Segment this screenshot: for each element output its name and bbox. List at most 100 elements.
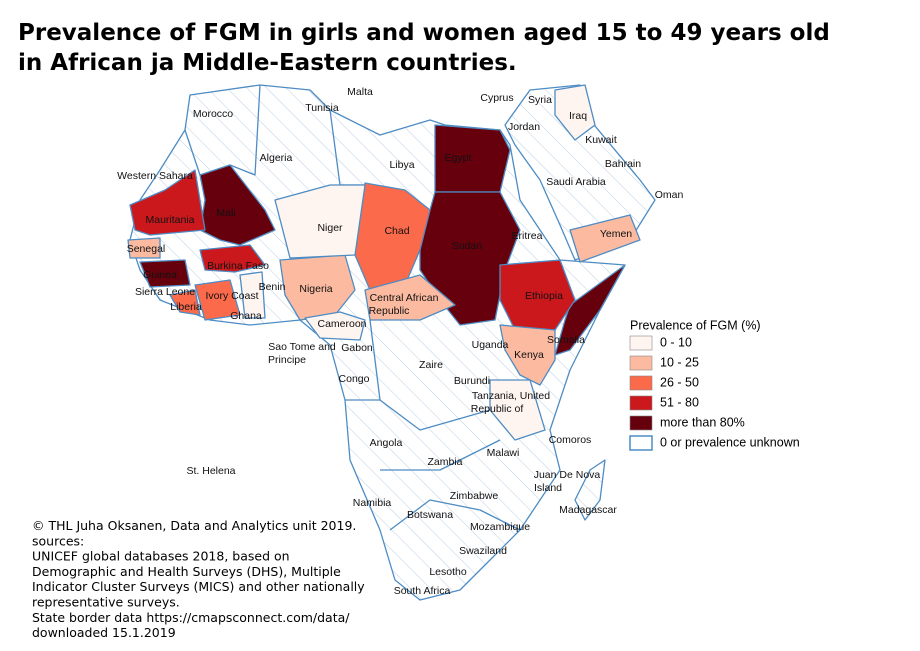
- country-label: Eritrea: [512, 230, 543, 242]
- country-label: Jordan: [508, 121, 540, 133]
- country-label: Mozambique: [470, 521, 530, 533]
- country-label: Sudan: [452, 240, 483, 252]
- legend-label: 51 - 80: [660, 395, 699, 409]
- credit-line: Indicator Cluster Surveys (MICS) and oth…: [32, 579, 365, 594]
- country-label: Namibia: [353, 497, 392, 509]
- country-label: Ghana: [230, 310, 262, 322]
- credit-line: State border data https://cmapsconnect.c…: [32, 610, 350, 625]
- country-label: Botswana: [407, 509, 453, 521]
- country-shape: [489, 379, 546, 441]
- country-label: Ethiopia: [525, 290, 563, 302]
- country-shape: [554, 84, 596, 141]
- credit-line: © THL Juha Oksanen, Data and Analytics u…: [32, 518, 356, 533]
- country-shape: [499, 324, 556, 386]
- country-label: Madagascar: [559, 504, 617, 516]
- country-shape: [304, 311, 366, 341]
- country-label: Libya: [389, 159, 414, 171]
- country-label: Algeria: [260, 152, 293, 164]
- country-label: Liberia: [170, 301, 202, 313]
- country-label: Swaziland: [459, 545, 507, 557]
- country-shape: [199, 164, 276, 246]
- country-label: Western Sahara: [117, 170, 193, 182]
- country-label: Uganda: [472, 339, 509, 351]
- legend-swatch: [629, 435, 653, 451]
- country-label: Zaire: [419, 359, 443, 371]
- border: [389, 499, 521, 531]
- country-shape: [139, 259, 191, 288]
- credit-line: UNICEF global databases 2018, based on: [32, 549, 290, 564]
- legend-label: 26 - 50: [660, 375, 699, 389]
- country-label: Zimbabwe: [450, 490, 499, 502]
- country-label: Oman: [655, 189, 684, 201]
- border: [379, 399, 491, 431]
- country-label: Angola: [370, 437, 403, 449]
- country-label: Central African: [370, 292, 439, 304]
- country-label: Niger: [317, 222, 343, 234]
- country-label: Principe: [268, 354, 306, 366]
- country-label: Island: [534, 482, 562, 494]
- country-label: Tanzania, United: [472, 390, 550, 402]
- country-shape: [354, 182, 431, 291]
- country-label: Mauritania: [145, 214, 194, 226]
- country-shape: [434, 124, 511, 193]
- country-label: Burundi: [454, 375, 490, 387]
- legend-swatch: [629, 355, 653, 371]
- country-label: Republic: [369, 305, 410, 317]
- country-label: Sierra Leone: [135, 286, 195, 298]
- country-label: Cyprus: [480, 92, 513, 104]
- country-shape: [569, 214, 641, 263]
- country-label: Mali: [216, 207, 235, 219]
- country-shape: [239, 271, 266, 319]
- country-label: Kuwait: [585, 134, 617, 146]
- credit-line: representative surveys.: [32, 595, 180, 610]
- credit-line: Demographic and Health Surveys (DHS), Mu…: [32, 564, 341, 579]
- country-label: Kenya: [514, 349, 544, 361]
- country-label: Cameroon: [317, 318, 366, 330]
- country-label: Comoros: [549, 434, 592, 446]
- country-shape: [364, 274, 456, 321]
- country-shape: [274, 184, 366, 259]
- country-label: Malta: [347, 86, 373, 98]
- country-shape: [199, 244, 266, 273]
- country-label: Saudi Arabia: [546, 176, 606, 188]
- country-label: Juan De Nova: [534, 469, 601, 481]
- legend-label: more than 80%: [660, 415, 745, 429]
- legend-swatch: [629, 335, 653, 351]
- credits: © THL Juha Oksanen, Data and Analytics u…: [32, 518, 365, 640]
- country-label: St. Helena: [186, 465, 235, 477]
- country-label: Sao Tome and: [268, 341, 336, 353]
- legend-label: 10 - 25: [660, 355, 699, 369]
- country-label: Yemen: [600, 228, 632, 240]
- country-label: Iraq: [569, 110, 587, 122]
- country-shape: [129, 169, 206, 236]
- legend-swatch: [629, 395, 653, 411]
- country-label: Guinea: [143, 269, 177, 281]
- country-label: Nigeria: [299, 283, 332, 295]
- country-shape: [194, 279, 241, 321]
- country-label: Somalia: [547, 334, 585, 346]
- country-label: Egypt: [445, 152, 472, 164]
- country-label: Tunisia: [305, 102, 339, 114]
- country-shape: [127, 237, 161, 259]
- legend-title: Prevalence of FGM (%): [630, 318, 761, 332]
- legend-label: 0 or prevalence unknown: [660, 435, 800, 449]
- legend: Prevalence of FGM (%) 0 - 10 10 - 25 26 - …: [629, 318, 800, 451]
- country-label: Burkina Faso: [207, 260, 269, 272]
- madagascar-land: [574, 459, 606, 521]
- legend-swatch: [629, 415, 653, 431]
- country-label: Senegal: [127, 243, 166, 255]
- credit-line: downloaded 15.1.2019: [32, 625, 176, 640]
- country-label: Malawi: [487, 447, 520, 459]
- credit-line: sources:: [32, 533, 84, 548]
- country-label: South Africa: [394, 585, 451, 597]
- country-label: Republic of: [471, 403, 524, 415]
- country-label: Chad: [384, 225, 409, 237]
- country-label: Bahrain: [605, 158, 641, 170]
- country-label: Zambia: [427, 456, 462, 468]
- country-labels: Malta Tunisia Morocco Algeria Libya Cypr…: [117, 86, 683, 597]
- arabia-land: [504, 84, 656, 261]
- country-label: Syria: [528, 94, 552, 106]
- title-line: in African ja Middle-Eastern countries.: [18, 50, 517, 76]
- country-shape: [554, 264, 626, 356]
